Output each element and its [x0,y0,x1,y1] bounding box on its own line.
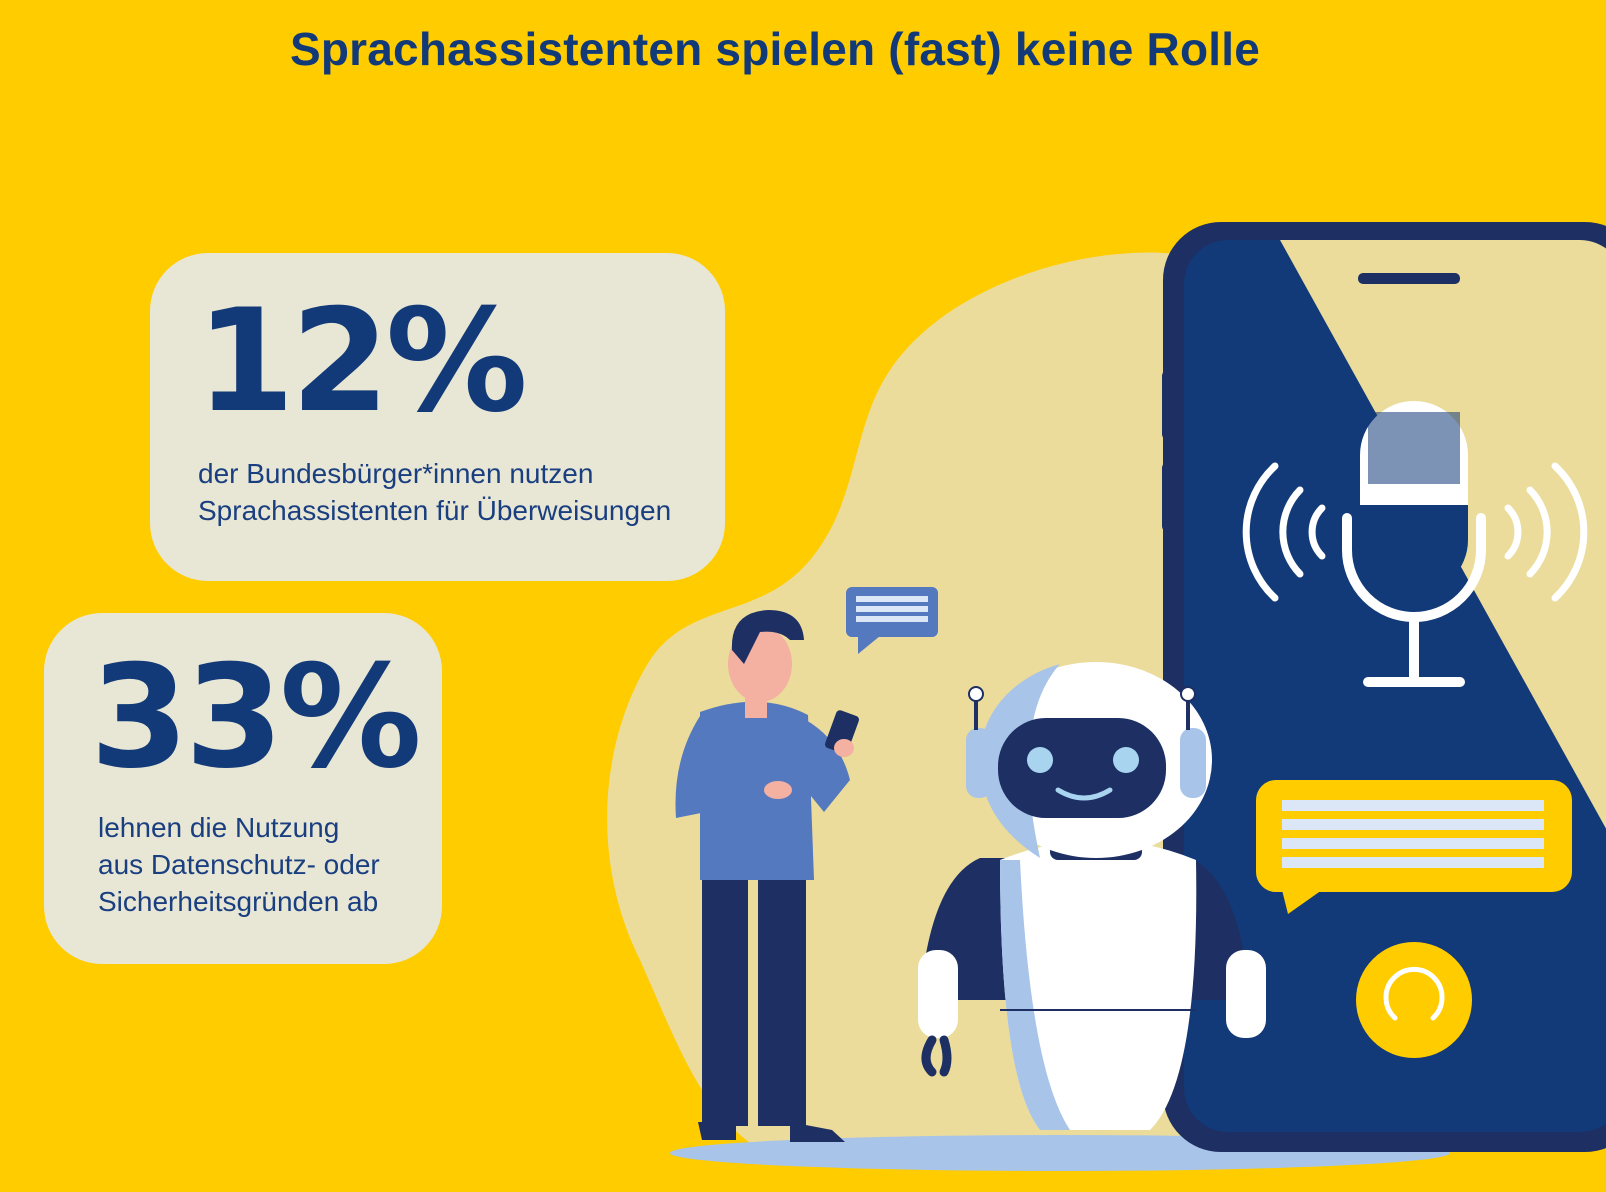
stat-card-usage: 12% der Bundesbürger*innen nutzen Sprach… [150,253,725,581]
page-title: Sprachassistenten spielen (fast) keine R… [289,23,1261,75]
chat-bubble-icon [1256,780,1572,914]
stat-description-usage: der Bundesbürger*innen nutzen Sprachassi… [198,455,718,529]
stat-description-line: der Bundesbürger*innen nutzen [198,458,594,489]
stat-description-line: aus Datenschutz- oder [98,849,380,880]
stat-value-usage: 12% [196,279,528,444]
person-icon [675,610,859,1142]
robot-icon [918,662,1266,1130]
stat-description-line: Sprachassistenten für Überweisungen [198,495,672,526]
stat-description-rejection: lehnen die Nutzung aus Datenschutz- oder… [98,809,438,920]
person-chat-bubble-icon [846,587,938,654]
microphone-icon [1342,401,1486,687]
stat-description-line: Sicherheitsgründen ab [98,886,379,917]
assistant-button-icon [1356,942,1472,1058]
sound-wave-icon [1242,462,1588,602]
stat-value-rejection: 33% [90,635,422,800]
stat-card-rejection: 33% lehnen die Nutzung aus Datenschutz- … [44,613,442,964]
stat-description-line: lehnen die Nutzung [98,812,340,843]
